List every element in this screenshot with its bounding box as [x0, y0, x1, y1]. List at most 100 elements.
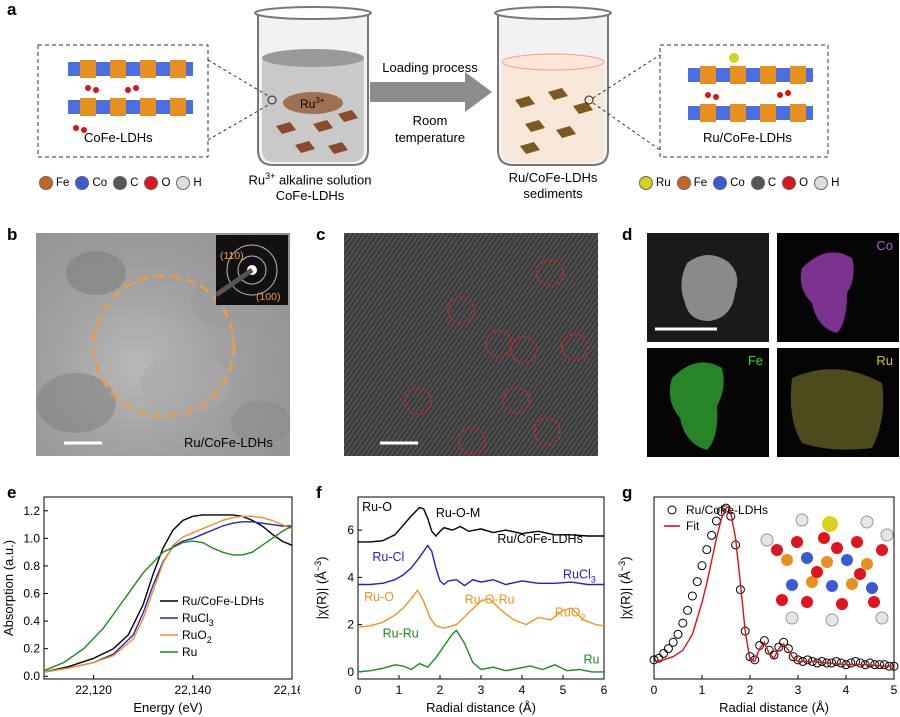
x-tick-label: 1	[699, 683, 706, 697]
annot-rucl3: RuCl3	[563, 568, 596, 585]
data-point	[659, 648, 669, 658]
x-tick-label: 0	[651, 683, 658, 697]
legend-right-c-dot	[750, 176, 765, 190]
cofe-ldh-layers-left	[68, 60, 193, 133]
beaker2-caption: Ru/CoFe-LDHs sediments	[508, 170, 598, 201]
atom-legend-right: Ru Fe Co C O H	[636, 176, 839, 190]
data-point	[683, 605, 693, 615]
series-line-3	[357, 629, 604, 673]
series-line-1	[43, 521, 292, 673]
fe-map-label: Fe	[747, 353, 763, 368]
annot-ldh: Ru/CoFe-LDHs	[497, 532, 582, 546]
data-point	[793, 655, 803, 665]
legend-left-fe-dot	[39, 176, 53, 190]
atom-legend-left: Fe Co C O H	[36, 176, 202, 190]
legend-left-c-dot	[113, 176, 128, 190]
data-point	[812, 658, 822, 668]
series-line-2	[357, 589, 605, 629]
data-point	[678, 618, 688, 628]
y-tick-label: 0.2	[23, 642, 40, 656]
series-line-2	[43, 515, 293, 673]
data-point	[697, 561, 707, 571]
annot-ru-cl: Ru-Cl	[372, 550, 404, 564]
data-point	[687, 591, 697, 601]
legend-right-c-label: C	[767, 177, 777, 189]
series-line-0	[43, 514, 293, 673]
chart-f: 0 1 2 3 4 5 6 0 2 4 6 Radial distance (Å) |χ(R)| (Å−…	[313, 496, 608, 715]
legend-right-fe-label: Fe	[693, 177, 708, 189]
data-point	[721, 503, 731, 513]
legend-right-h-label: H	[831, 177, 840, 189]
legend-right-co-dot	[713, 176, 728, 190]
chart-g: 0 1 2 3 4 5 Radial distance (Å) |χ(R)| (Å−3) Ru/…	[617, 496, 899, 715]
x-tick-label: 2	[437, 683, 444, 697]
legend-right-o-dot	[782, 176, 797, 190]
chart-e: 22,120 22,140 22,160 0.0 0.2 0.4 0.6 0.8 1.0 1.2 E…	[1, 496, 300, 715]
panel-label-g: g	[622, 483, 633, 502]
plot-frame	[357, 496, 605, 680]
co-map: Co	[777, 233, 899, 342]
series-line-3	[43, 525, 293, 672]
saed-inset	[214, 235, 288, 305]
annot-ru-o-top: Ru-O	[362, 500, 392, 514]
ru-map-label: Ru	[876, 353, 893, 368]
legend-label: RuCl3	[182, 611, 214, 628]
data-point	[774, 642, 784, 652]
data-point	[702, 545, 712, 555]
hrtem-image	[344, 233, 598, 456]
x-tick-label: 5	[560, 683, 567, 697]
panel-a-schematic	[37, 6, 829, 166]
legend-marker	[667, 505, 677, 515]
data-point	[817, 656, 827, 666]
annot-ru-o-m: Ru-O-M	[436, 506, 480, 520]
data-point	[855, 658, 865, 668]
ru-cofe-ldh-layers-right	[688, 53, 813, 122]
data-point	[836, 658, 846, 668]
legend-left-h-dot	[176, 176, 191, 190]
x-axis-label: Radial distance (Å)	[426, 700, 536, 715]
connector-right-top	[592, 54, 661, 99]
fit-line	[653, 505, 894, 667]
legend-right-co-label: Co	[730, 177, 745, 189]
annot-ru-o-orange: Ru-O	[364, 590, 394, 604]
x-tick-label: 22,140	[174, 683, 211, 697]
data-point	[673, 629, 683, 639]
x-tick-label: 3	[795, 683, 802, 697]
panel-label-a: a	[7, 0, 17, 19]
data-point	[851, 656, 861, 666]
ru-map: Ru	[777, 348, 899, 457]
y-axis-label: Absorption (a.u.)	[1, 540, 16, 636]
legend-left-co-dot	[75, 176, 90, 190]
beaker-1	[254, 6, 372, 166]
tem-image: (110) (100) Ru/CoFe-LDHs	[36, 233, 290, 456]
x-tick-label: 0	[355, 683, 362, 697]
y-tick-label: 0.6	[23, 587, 40, 601]
data-point	[879, 660, 889, 670]
arrow-top-label: Loading process	[382, 60, 478, 75]
legend-right-fe-dot	[676, 176, 691, 190]
legend-left-c-label: C	[130, 177, 139, 189]
y-axis-label: |χ(R)| (Å−3)	[617, 557, 633, 620]
y-tick-label: 2	[347, 618, 354, 632]
y-tick-label: 0.4	[23, 614, 40, 628]
legend-right-h-dot	[814, 176, 829, 190]
y-tick-label: 1.0	[23, 531, 40, 545]
data-point	[779, 637, 789, 647]
data-point	[663, 644, 673, 654]
y-tick-label: 0.0	[23, 669, 40, 683]
y-axis-label: |χ(R)| (Å−3)	[313, 557, 329, 620]
panel-label-e: e	[7, 483, 17, 502]
data-point	[759, 636, 769, 646]
connector-right-bottom	[592, 102, 661, 151]
selected-area-circle	[92, 274, 236, 418]
legend-right-ru-dot	[639, 176, 653, 190]
tem-caption: Ru/CoFe-LDHs	[184, 435, 273, 450]
y-tick-label: 0	[347, 665, 354, 679]
data-point	[649, 655, 659, 665]
connector-left-top	[207, 59, 271, 98]
legend-right-ru-label: Ru	[656, 177, 671, 189]
arrow-bottom-label: Room temperature	[394, 113, 466, 145]
legend-left-h-label: H	[193, 177, 202, 189]
x-tick-label: 22,120	[75, 683, 112, 697]
data-point	[875, 660, 885, 670]
